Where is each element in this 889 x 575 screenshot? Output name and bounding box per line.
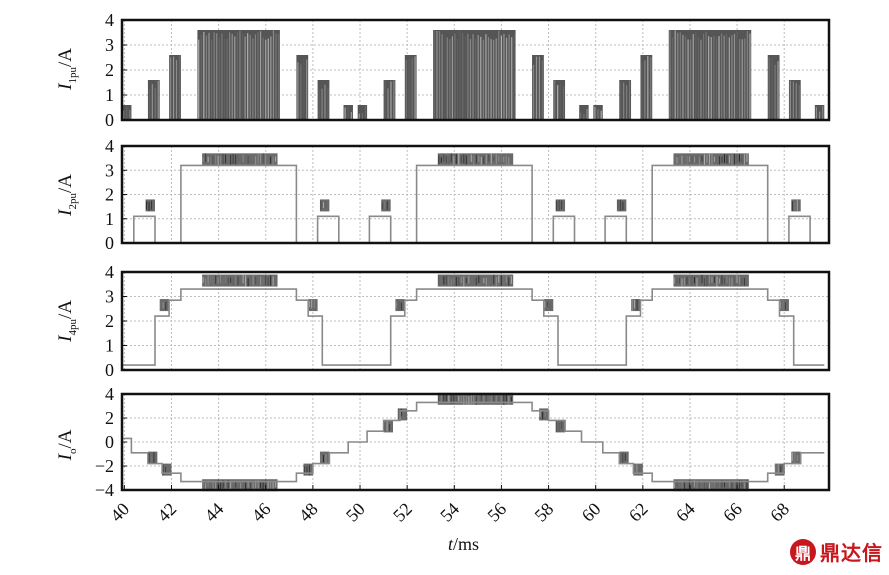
brand-text: 鼎达信 <box>820 541 883 565</box>
y-tick-label: 1 <box>105 85 114 105</box>
y-tick-label: 0 <box>105 360 114 380</box>
pulse-bar <box>767 55 780 120</box>
ripple-band <box>633 463 643 476</box>
ripple-band <box>395 299 405 312</box>
panel-2: 0 1 2 3 4 <box>105 136 831 253</box>
y-tick-label: 4 <box>105 384 114 404</box>
ripple-band <box>308 299 318 312</box>
y-tick-label: 1 <box>105 336 114 356</box>
panel-3-ylabel: I4pu/A <box>55 299 79 342</box>
ripple-band <box>381 199 391 212</box>
pulse-bar <box>197 30 280 120</box>
ripple-band <box>555 199 566 212</box>
panel-3: 0 1 2 3 4 <box>105 262 831 380</box>
y-tick-label: 2 <box>105 408 114 428</box>
ripple-band <box>319 199 330 212</box>
pulse-bar <box>553 80 566 120</box>
x-tick-label: 68 <box>766 499 793 526</box>
x-tick-label: 60 <box>578 499 605 526</box>
pulse-bar <box>788 80 801 120</box>
panel-1-ylabel: I1pu/A <box>55 47 79 90</box>
ripple-band <box>319 451 330 464</box>
x-tick-label: 62 <box>625 499 652 526</box>
y-tick-label: 4 <box>105 10 114 30</box>
x-tick-label: 64 <box>672 499 699 526</box>
pulse-bar <box>296 55 309 120</box>
y-tick-label: 2 <box>105 185 114 205</box>
panel-4: −4 −2 0 2 4 <box>95 384 831 500</box>
pulse-bar <box>640 55 653 120</box>
y-tick-label: 4 <box>105 262 114 282</box>
y-tick-label: 3 <box>105 35 114 55</box>
pulse-bar <box>433 30 516 120</box>
ripple-band <box>162 463 172 476</box>
ripple-band <box>779 299 789 312</box>
pulse-bar <box>357 105 368 120</box>
x-tick-label: 42 <box>153 499 180 526</box>
y-tick-label: 0 <box>105 233 114 253</box>
pulse-bar <box>619 80 632 120</box>
y-tick-label: 2 <box>105 60 114 80</box>
x-tick-label: 66 <box>719 499 746 526</box>
y-tick-label: −4 <box>95 480 114 500</box>
y-tick-label: 0 <box>105 432 114 452</box>
panel-1: 0 1 2 3 4 <box>105 10 831 130</box>
ripple-band <box>555 420 566 433</box>
y-tick-label: 2 <box>105 311 114 331</box>
pulse-bar <box>404 55 417 120</box>
pulse-bar <box>532 55 544 120</box>
y-tick-label: 3 <box>105 160 114 180</box>
panel-4-ylabel: Io/A <box>55 429 79 461</box>
ripple-band <box>397 408 408 421</box>
ripple-band <box>539 408 549 421</box>
ripple-band <box>145 199 155 212</box>
y-tick-label: 4 <box>105 136 114 156</box>
ripple-band <box>631 299 641 312</box>
series-line <box>133 164 811 244</box>
ripple-band <box>616 199 627 212</box>
ripple-band <box>791 451 801 464</box>
series-line <box>122 288 825 366</box>
x-tick-label: 46 <box>248 499 275 526</box>
pulse-bar <box>147 80 160 120</box>
panel-2-ylabel: I2pu/A <box>55 173 79 216</box>
x-tick-label: 44 <box>201 499 228 526</box>
pulse-bar <box>169 55 181 120</box>
y-tick-label: 3 <box>105 287 114 307</box>
brand-logo-icon: 鼎 <box>790 538 816 565</box>
x-tick-label: 56 <box>483 499 510 526</box>
ripple-band <box>147 451 158 464</box>
ripple-band <box>383 420 394 433</box>
ripple-band <box>159 299 170 312</box>
ripple-band <box>791 199 801 212</box>
x-tick-label: 48 <box>295 499 322 526</box>
ripple-band <box>543 299 554 312</box>
ripple-band <box>619 451 629 464</box>
x-tick-label: 40 <box>106 499 133 526</box>
watermark: 鼎 鼎达信 <box>790 537 883 566</box>
y-tick-label: 0 <box>105 110 114 130</box>
x-tick-label: 54 <box>436 499 463 526</box>
series-line <box>122 401 825 483</box>
y-tick-label: 1 <box>105 209 114 229</box>
ripple-band <box>774 463 785 476</box>
y-tick-label: −2 <box>95 456 114 476</box>
x-tick-label: 58 <box>531 499 558 526</box>
pulse-bar <box>579 105 589 120</box>
pulse-bar <box>668 30 752 120</box>
x-tick-label: 52 <box>389 499 416 526</box>
pulse-bar <box>383 80 396 120</box>
x-axis-label: t/ms <box>448 534 480 554</box>
ripple-band <box>303 463 313 476</box>
pulse-bar <box>317 80 330 120</box>
x-tick-label: 50 <box>342 499 369 526</box>
